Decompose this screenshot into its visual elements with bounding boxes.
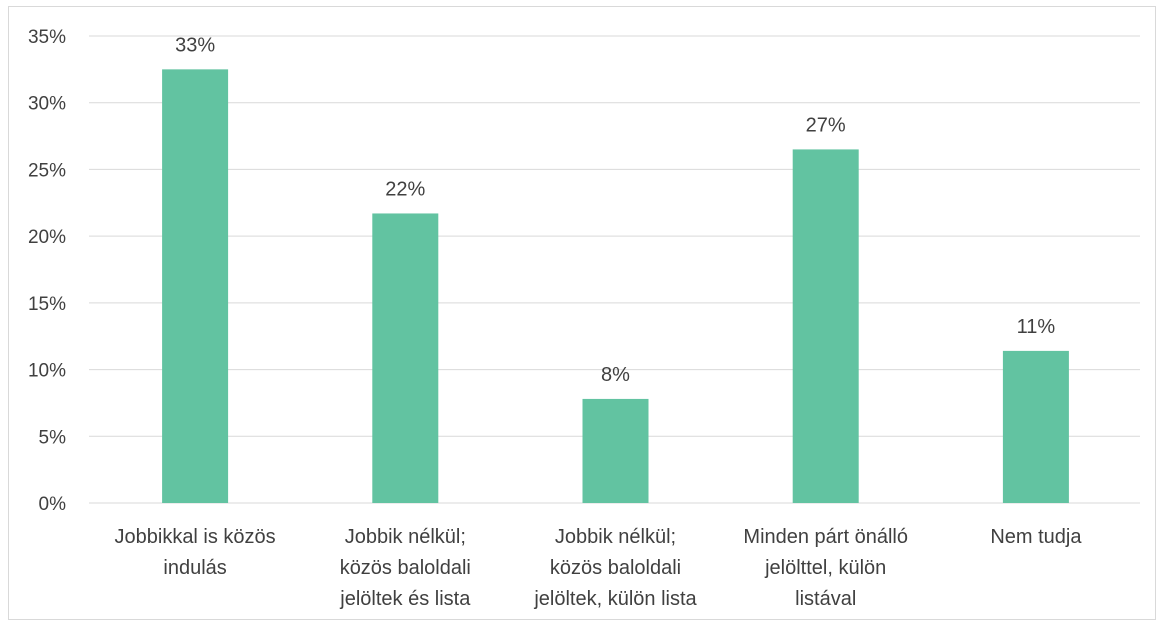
x-tick-label: Minden párt önálló bbox=[743, 526, 908, 548]
y-axis-ticks: 0% 5% 10% 15% 20% 25% 30% 35% bbox=[28, 27, 66, 515]
x-tick-label: Nem tudja bbox=[990, 526, 1082, 548]
x-tick-label: közös baloldali bbox=[550, 557, 681, 579]
x-tick-label: listával bbox=[795, 588, 856, 610]
gridlines bbox=[89, 35, 1140, 504]
data-label: 22% bbox=[385, 178, 425, 200]
y-tick-label: 25% bbox=[28, 160, 66, 181]
x-axis-categories: Jobbikkal is közös indulás Jobbik nélkül; k… bbox=[115, 526, 1083, 610]
x-tick-label: Jobbikkal is közös bbox=[115, 526, 276, 548]
x-tick-label: Jobbik nélkül; bbox=[555, 526, 676, 548]
bar bbox=[162, 69, 229, 503]
bar bbox=[582, 398, 649, 503]
x-tick-label: jelöltek, külön lista bbox=[533, 588, 697, 610]
y-tick-label: 0% bbox=[39, 494, 67, 515]
x-tick-label: jelöltek és lista bbox=[339, 588, 471, 610]
bar bbox=[1002, 350, 1069, 503]
data-label: 27% bbox=[806, 114, 846, 136]
y-tick-label: 35% bbox=[28, 27, 66, 48]
y-tick-label: 15% bbox=[28, 294, 66, 315]
bar bbox=[372, 213, 439, 503]
bar bbox=[792, 149, 859, 503]
data-label: 11% bbox=[1017, 316, 1056, 338]
data-labels: 33% 22% 8% 27% 11% bbox=[175, 34, 1055, 386]
x-tick-label: Jobbik nélkül; bbox=[345, 526, 466, 548]
data-label: 8% bbox=[601, 364, 630, 386]
x-tick-label: közös baloldali bbox=[340, 557, 471, 579]
y-tick-label: 5% bbox=[39, 427, 67, 448]
y-tick-label: 10% bbox=[28, 361, 66, 382]
y-tick-label: 20% bbox=[28, 227, 66, 248]
x-tick-label: jelölttel, külön bbox=[764, 557, 886, 579]
bars bbox=[162, 69, 1069, 503]
x-tick-label: indulás bbox=[163, 557, 226, 579]
y-tick-label: 30% bbox=[28, 94, 66, 115]
data-label: 33% bbox=[175, 34, 215, 56]
